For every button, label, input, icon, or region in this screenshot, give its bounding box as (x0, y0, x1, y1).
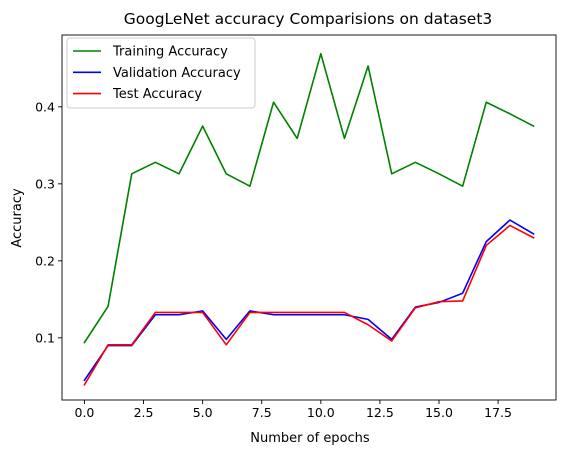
x-tick-label: 5.0 (193, 405, 213, 420)
x-tick-label: 7.5 (252, 405, 272, 420)
x-tick-label: 17.5 (484, 405, 512, 420)
y-axis-ticks: 0.1 0.2 0.3 0.4 (35, 99, 62, 345)
y-tick-label: 0.2 (35, 253, 55, 268)
series-line-validation-accuracy (83, 219, 535, 382)
x-axis-label: Number of epochs (250, 431, 370, 446)
x-tick-label: 12.5 (366, 405, 394, 420)
x-tick-label: 0.0 (75, 405, 95, 420)
y-axis-label: Accuracy (10, 188, 25, 248)
y-tick-label: 0.3 (35, 176, 55, 191)
legend-box (66, 37, 256, 109)
legend-label: Validation Accuracy (113, 66, 241, 81)
x-tick-label: 15.0 (425, 405, 453, 420)
series-line-training-accuracy (83, 52, 535, 344)
x-axis-ticks: 0.0 2.5 5.0 7.5 10.0 12.5 15.0 17.5 (75, 400, 512, 420)
legend-label: Training Accuracy (112, 45, 228, 60)
series-lines (83, 52, 535, 386)
x-tick-label: 10.0 (307, 405, 335, 420)
plot-area-frame (61, 34, 557, 401)
y-tick-label: 0.1 (35, 330, 55, 345)
x-tick-label: 2.5 (134, 405, 154, 420)
series-line-test-accuracy (83, 224, 535, 386)
chart-title: GoogLeNet accuracy Comparisions on datas… (124, 10, 493, 28)
legend: Training Accuracy Validation Accuracy Test… (66, 37, 256, 109)
y-tick-label: 0.4 (35, 99, 55, 114)
legend-label: Test Accuracy (112, 87, 202, 102)
